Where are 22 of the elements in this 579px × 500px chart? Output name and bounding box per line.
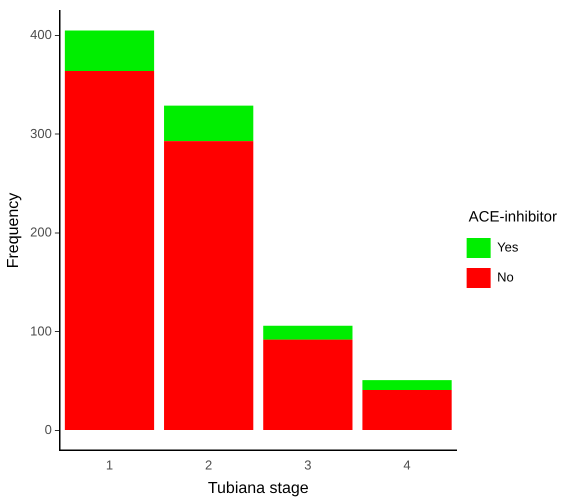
y-tick-label: 400	[30, 27, 52, 42]
bar	[362, 390, 452, 430]
x-tick-label: 2	[205, 458, 212, 473]
bar	[164, 141, 254, 430]
legend-label: Yes	[497, 240, 519, 255]
x-tick-label: 3	[304, 458, 312, 473]
y-tick-label: 200	[30, 224, 52, 240]
legend-label: No	[497, 270, 514, 285]
x-tick-label: 4	[403, 458, 411, 473]
x-axis-title: Tubiana stage	[208, 480, 309, 497]
x-tick-label: 1	[106, 458, 114, 473]
bar	[64, 30, 154, 72]
bar	[263, 340, 352, 430]
legend-title: ACE-inhibitor	[468, 208, 558, 226]
y-tick-label: 300	[30, 126, 52, 141]
y-axis-title: Frequency	[5, 192, 22, 268]
y-tick-label: 0	[44, 422, 52, 438]
y-tick-label: 100	[30, 323, 52, 338]
bar	[64, 71, 154, 430]
bar	[362, 380, 452, 390]
bar	[263, 326, 352, 340]
bar	[164, 106, 254, 142]
